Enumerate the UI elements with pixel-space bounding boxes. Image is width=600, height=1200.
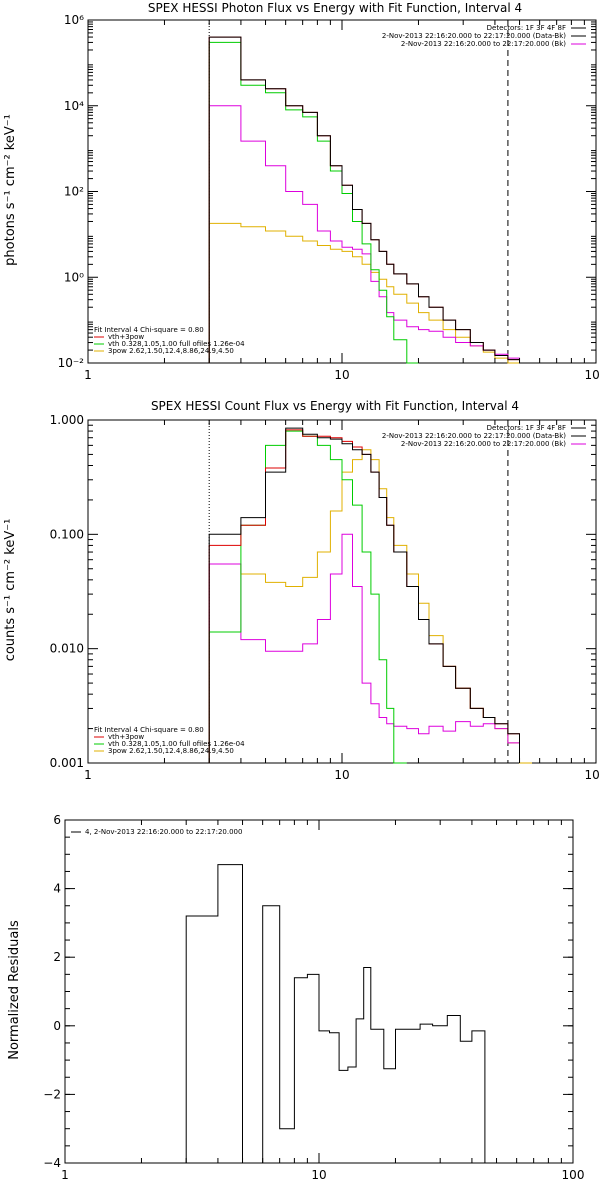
residuals-y-label: Normalized Residuals <box>7 920 22 1060</box>
y-tick-label: −4 <box>43 1156 61 1170</box>
photon-flux-y-label: photons s⁻¹ cm⁻² keV⁻¹ <box>3 114 18 266</box>
y-tick-label: 0 <box>53 1019 61 1033</box>
legend-left-entry: vth 0.328,1.05,1.00 full ofiles 1.26e-04 <box>108 740 245 748</box>
series-vth-histogram <box>208 41 419 364</box>
x-tick-label: 1 <box>84 768 92 782</box>
y-tick-label: 2 <box>53 950 61 964</box>
count-flux-panel: SPEX HESSI Count Flux vs Energy with Fit… <box>3 399 600 782</box>
series-total-histogram <box>208 427 520 763</box>
y-tick-label: 0.010 <box>50 642 84 656</box>
y-tick-label: 10⁴ <box>64 99 84 113</box>
x-tick-label: 100 <box>585 768 600 782</box>
y-tick-label: 0.001 <box>50 756 84 770</box>
legend-right-entry: 2-Nov-2013 22:16:20.000 to 22:17:20.000 … <box>382 432 566 440</box>
series-vth_3pow-histogram <box>208 36 532 364</box>
y-tick-label: 10⁶ <box>64 13 84 27</box>
series-pow-histogram <box>208 105 520 363</box>
legend-left-entry: vth+3pow <box>108 333 144 341</box>
y-tick-label: 0.100 <box>50 527 84 541</box>
series-vth_3pow-histogram <box>208 429 520 763</box>
legend-left-entry: 3pow 2.62,1.50,12.4,8.86,24.9,4.50 <box>108 347 234 355</box>
y-tick-label: 10⁻² <box>58 356 85 370</box>
x-tick-label: 1 <box>61 1168 69 1182</box>
y-tick-label: 10⁰ <box>64 270 84 284</box>
series-pow-histogram <box>208 533 520 763</box>
y-tick-label: 4 <box>53 882 61 896</box>
x-tick-label: 100 <box>562 1168 585 1182</box>
series-total-histogram <box>185 864 486 1164</box>
legend-right-entry: 2-Nov-2013 22:16:20.000 to 22:17:20.000 … <box>401 440 566 448</box>
count-flux-y-label: counts s⁻¹ cm⁻² keV⁻¹ <box>3 519 18 662</box>
y-tick-label: −2 <box>43 1087 61 1101</box>
x-tick-label: 10 <box>334 768 349 782</box>
legend-right-entry: Detectors: 1F 3F 4F 8F <box>487 24 566 32</box>
y-tick-label: 10² <box>64 185 84 199</box>
x-tick-label: 10 <box>311 1168 326 1182</box>
legend-right-entry: 2-Nov-2013 22:16:20.000 to 22:17:20.000 … <box>382 32 566 40</box>
photon-flux-panel: SPEX HESSI Photon Flux vs Energy with Fi… <box>3 1 600 382</box>
y-tick-label: 1.000 <box>50 413 84 427</box>
legend-left-entry: vth 0.328,1.05,1.00 full ofiles 1.26e-04 <box>108 340 245 348</box>
x-tick-label: 100 <box>585 368 600 382</box>
count-flux-title: SPEX HESSI Count Flux vs Energy with Fit… <box>151 399 519 413</box>
legend-left-entry: vth+3pow <box>108 733 144 741</box>
y-tick-label: 6 <box>53 813 61 827</box>
series-vth-histogram <box>208 430 407 764</box>
series-total-histogram <box>208 36 532 364</box>
x-tick-label: 10 <box>334 368 349 382</box>
legend-right-entry: Detectors: 1F 3F 4F 8F <box>487 424 566 432</box>
legend-left-entry: 4, 2-Nov-2013 22:16:20.000 to 22:17:20.0… <box>85 828 242 836</box>
legend-left-entry: 3pow 2.62,1.50,12.4,8.86,24.9,4.50 <box>108 747 234 755</box>
legend-right-entry: 2-Nov-2013 22:16:20.000 to 22:17:20.000 … <box>401 40 566 48</box>
residuals-panel: 1 10 100 −4 −2 0 2 4 6 Normalized Residuals 4, … <box>7 813 584 1182</box>
legend-left-entry: Fit Interval 4 Chi-square = 0.80 <box>94 326 204 334</box>
x-tick-label: 1 <box>84 368 92 382</box>
photon-flux-title: SPEX HESSI Photon Flux vs Energy with Fi… <box>148 1 522 15</box>
legend-left-entry: Fit Interval 4 Chi-square = 0.80 <box>94 726 204 734</box>
